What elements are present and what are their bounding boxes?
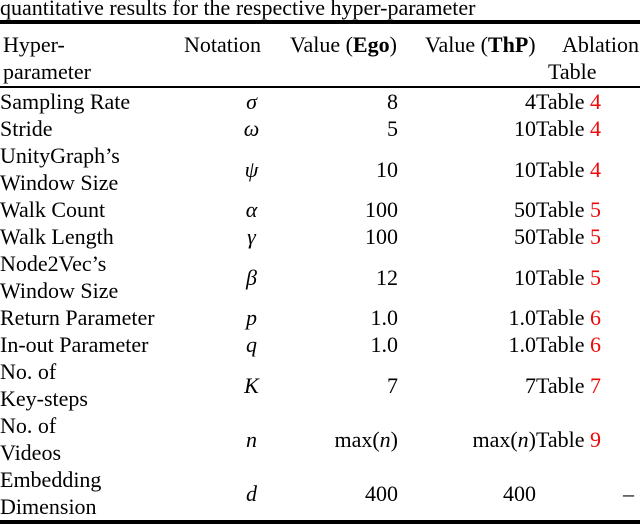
- table-row-walk-count: Walk Count α 100 50 Table 5: [0, 196, 640, 223]
- cell-ablation: Table 9: [536, 426, 602, 452]
- cell-notation: q: [246, 332, 257, 357]
- cell-value-thp: 10: [514, 264, 536, 290]
- header-value-ego: Value (Ego): [290, 32, 397, 57]
- cell-notation: n: [246, 426, 257, 452]
- cell-value-ego: 7: [387, 372, 398, 398]
- cell-value-thp: 10: [514, 156, 536, 182]
- cell-value-thp: max(n): [472, 426, 536, 452]
- table-row-walk-length: Walk Length γ 100 50 Table 5: [0, 223, 640, 250]
- cell-notation: K: [244, 372, 259, 398]
- hyperparameter-table: Sampling Rate σ 8 4 Table 4 Stride ω 5 1…: [0, 88, 640, 520]
- table-mid-rule: [0, 85, 640, 88]
- table-ref-link[interactable]: 7: [590, 372, 602, 398]
- table-ref-link[interactable]: 5: [590, 264, 602, 290]
- cell-ablation-dash: –: [623, 480, 634, 506]
- cell-notation: γ: [247, 224, 256, 249]
- cell-value-thp: 400: [503, 480, 536, 506]
- cell-value-thp: 10: [514, 116, 536, 141]
- table-row-key-steps: No. of Key-steps K 7 7 Table 7: [0, 358, 640, 412]
- table-top-rule: [0, 20, 640, 24]
- cell-value-thp: 4: [525, 89, 536, 114]
- table-ref-link[interactable]: 9: [590, 426, 602, 452]
- cell-notation: ψ: [244, 156, 259, 182]
- cell-notation: σ: [246, 89, 257, 114]
- cell-notation: d: [246, 480, 257, 506]
- cell-hyperparameter: In-out Parameter: [0, 332, 149, 357]
- cell-hyperparameter: Stride: [0, 116, 53, 141]
- header-hyperparameter-line2: parameter: [3, 59, 91, 84]
- cell-notation: ω: [243, 116, 260, 141]
- table-row-unitygraph-window-size: UnityGraph’s Window Size ψ 10 10 Table 4: [0, 142, 640, 196]
- cell-hyperparameter: Walk Length: [0, 224, 114, 249]
- cell-value-ego: 100: [365, 197, 398, 222]
- cell-value-ego: 10: [376, 156, 398, 182]
- cell-hyperparameter: Sampling Rate: [0, 89, 131, 114]
- table-ref-link[interactable]: 6: [590, 305, 602, 330]
- cell-notation: p: [246, 305, 257, 330]
- cell-ablation: Table 5: [536, 264, 602, 290]
- cell-value-thp: 50: [514, 197, 536, 222]
- cell-value-ego: 1.0: [370, 305, 399, 330]
- header-ablation-line2: Table: [548, 59, 597, 84]
- cell-ablation: Table 7: [536, 372, 602, 398]
- cell-value-thp: 1.0: [508, 332, 537, 357]
- header-notation: Notation: [184, 32, 261, 57]
- header-ego-bold: Ego: [352, 32, 390, 57]
- table-row-inout-parameter: In-out Parameter q 1.0 1.0 Table 6: [0, 331, 640, 358]
- table-row-embedding-dimension: Embedding Dimension d 400 400 –: [0, 466, 640, 520]
- header-hyperparameter: Hyper-: [3, 32, 65, 57]
- cell-value-thp: 7: [525, 372, 536, 398]
- cell-hyperparameter: No. of Videos: [0, 413, 62, 465]
- table-row-stride: Stride ω 5 10 Table 4: [0, 115, 640, 142]
- table-bottom-rule: [0, 520, 640, 524]
- cell-value-ego: 400: [365, 480, 398, 506]
- cell-value-ego: max(n): [334, 426, 398, 452]
- cell-value-ego: 5: [387, 116, 398, 141]
- cell-ablation: Table 4: [536, 116, 602, 141]
- table-ref-link[interactable]: 5: [590, 224, 602, 249]
- cell-ablation: Table 4: [536, 89, 602, 114]
- cell-value-thp: 1.0: [508, 305, 537, 330]
- cell-ablation: Table 5: [536, 197, 602, 222]
- header-value-thp: Value (ThP): [425, 32, 536, 57]
- cell-ablation: Table 5: [536, 224, 602, 249]
- table-caption: quantitative results for the respective …: [0, 0, 476, 20]
- table-row-node2vec-window-size: Node2Vec’s Window Size β 12 10 Table 5: [0, 250, 640, 304]
- table-ref-link[interactable]: 4: [590, 89, 602, 114]
- table-row-videos: No. of Videos n max(n) max(n) Table 9: [0, 412, 640, 466]
- cell-value-ego: 100: [365, 224, 398, 249]
- cell-value-ego: 12: [376, 264, 398, 290]
- cell-value-thp: 50: [514, 224, 536, 249]
- table-ref-link[interactable]: 4: [590, 116, 602, 141]
- header-ablation: Ablation: [562, 32, 639, 57]
- cell-hyperparameter: Walk Count: [0, 197, 106, 222]
- cell-ablation: Table 6: [536, 305, 602, 330]
- cell-ablation: Table 4: [536, 156, 602, 182]
- table-row-return-parameter: Return Parameter p 1.0 1.0 Table 6: [0, 304, 640, 331]
- cell-hyperparameter: Node2Vec’s Window Size: [0, 251, 119, 303]
- cell-notation: β: [246, 264, 257, 290]
- cell-hyperparameter: UnityGraph’s Window Size: [0, 143, 120, 195]
- table-ref-link[interactable]: 6: [590, 332, 602, 357]
- cell-ablation: Table 6: [536, 332, 602, 357]
- cell-value-ego: 1.0: [370, 332, 399, 357]
- cell-hyperparameter: No. of Key-steps: [0, 359, 88, 411]
- table-ref-link[interactable]: 5: [590, 197, 602, 222]
- header-thp-bold: ThP: [487, 32, 529, 57]
- cell-value-ego: 8: [387, 89, 398, 114]
- cell-notation: α: [245, 197, 258, 222]
- table-ref-link[interactable]: 4: [590, 156, 602, 182]
- table-header-line-1: Hyper- Notation Value (Ego) Value (ThP) …: [0, 31, 640, 58]
- cell-hyperparameter: Embedding Dimension: [0, 467, 102, 519]
- table-row-sampling-rate: Sampling Rate σ 8 4 Table 4: [0, 88, 640, 115]
- table-header-line-2: parameter Table: [0, 58, 640, 85]
- cell-hyperparameter: Return Parameter: [0, 305, 155, 330]
